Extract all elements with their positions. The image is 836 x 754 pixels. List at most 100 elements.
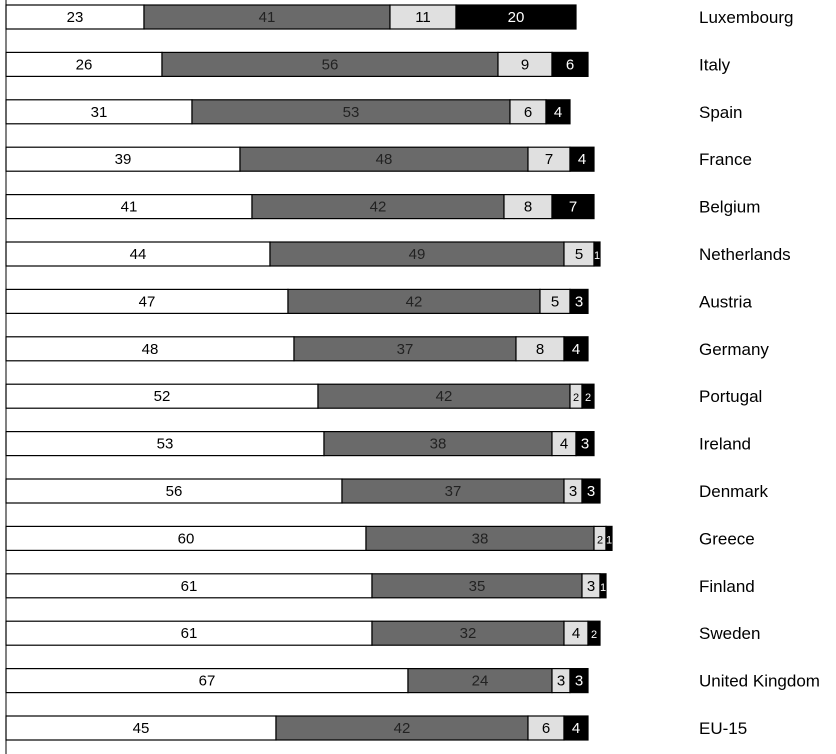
data-label-sweden-2: 32: [460, 625, 477, 642]
category-label-denmark: Denmark: [699, 482, 768, 501]
data-label-germany-3: 8: [536, 341, 544, 358]
bar-segment-belgium-2: [251, 194, 505, 220]
data-label-portugal-2: 42: [436, 388, 453, 405]
data-label-italy-3: 9: [521, 56, 529, 73]
bar-segment-united-kingdom-2: [407, 667, 553, 694]
data-label-finland-2: 35: [469, 578, 486, 595]
category-label-united-kingdom: United Kingdom: [699, 672, 820, 691]
data-label-united-kingdom-3: 3: [557, 673, 565, 690]
data-label-sweden-3: 4: [572, 625, 580, 642]
data-label-greece-1: 60: [178, 530, 195, 547]
data-label-austria-3: 5: [551, 293, 559, 310]
data-label-germany-1: 48: [142, 341, 159, 358]
data-label-italy-2: 56: [322, 56, 339, 73]
bar-segment-france-2: [239, 146, 529, 172]
bar-segment-germany-4: [563, 336, 589, 362]
data-label-austria-1: 47: [139, 293, 156, 310]
data-label-ireland-4: 3: [581, 436, 589, 453]
data-label-italy-4: 6: [566, 56, 574, 73]
category-label-greece: Greece: [699, 529, 755, 548]
data-label-belgium-1: 41: [121, 199, 138, 216]
bar-segment-netherlands-3: [563, 241, 595, 267]
data-label-portugal-3: 2: [573, 392, 579, 404]
data-label-eu-15-3: 6: [542, 720, 550, 737]
bar-segment-austria-4: [569, 288, 589, 314]
data-label-finland-4: 1: [600, 582, 606, 594]
bar-segment-denmark-4: [581, 478, 601, 504]
data-label-germany-2: 37: [397, 341, 414, 358]
data-label-france-2: 48: [376, 151, 393, 168]
data-label-luxembourg-2: 41: [259, 9, 276, 26]
data-label-greece-3: 2: [597, 534, 603, 546]
bar-segment-finland-1: [5, 573, 373, 599]
bar-segment-france-3: [527, 146, 571, 172]
category-label-belgium: Belgium: [699, 198, 760, 217]
data-label-belgium-3: 8: [524, 199, 532, 216]
data-label-ireland-3: 4: [560, 436, 568, 453]
bar-segment-luxembourg-2: [143, 4, 391, 30]
bar-segment-spain-1: [5, 99, 193, 125]
data-label-sweden-4: 2: [591, 629, 597, 641]
bar-segment-sweden-4: [587, 620, 601, 646]
bar-segment-finland-2: [371, 573, 583, 599]
bar-segment-portugal-4: [581, 383, 595, 409]
bar-segment-luxembourg-4: [455, 4, 577, 30]
data-label-france-3: 7: [545, 151, 553, 168]
data-label-united-kingdom-1: 67: [199, 673, 216, 690]
bar-segment-belgium-1: [5, 194, 253, 220]
bar-segment-greece-2: [365, 525, 595, 552]
bar-segment-portugal-1: [5, 383, 319, 409]
data-label-united-kingdom-4: 3: [575, 673, 583, 690]
data-label-greece-4: 1: [606, 534, 612, 546]
bar-segment-eu-15-1: [5, 715, 277, 741]
data-label-ireland-2: 38: [430, 436, 447, 453]
data-label-eu-15-1: 45: [133, 720, 150, 737]
bar-segment-austria-3: [539, 288, 571, 314]
data-label-netherlands-1: 44: [130, 246, 147, 263]
data-label-denmark-4: 3: [587, 483, 595, 500]
bar-segment-luxembourg-3: [389, 4, 457, 30]
bar-segment-austria-1: [5, 288, 289, 314]
data-label-portugal-1: 52: [154, 388, 171, 405]
category-label-eu-15: EU-15: [699, 719, 747, 738]
data-label-portugal-4: 2: [585, 392, 591, 404]
category-label-sweden: Sweden: [699, 624, 760, 643]
bar-segment-germany-1: [5, 336, 295, 362]
bar-segment-germany-3: [515, 336, 565, 362]
data-label-eu-15-2: 42: [394, 720, 411, 737]
category-label-netherlands: Netherlands: [699, 245, 791, 264]
data-label-france-4: 4: [578, 151, 586, 168]
category-label-spain: Spain: [699, 103, 742, 122]
bar-segment-spain-2: [191, 99, 511, 125]
data-label-belgium-2: 42: [370, 199, 387, 216]
bar-segment-ireland-3: [551, 431, 577, 457]
bar-segment-eu-15-4: [563, 715, 589, 741]
bar-segment-ireland-4: [575, 431, 595, 457]
category-label-finland: Finland: [699, 577, 755, 596]
data-label-belgium-4: 7: [569, 199, 577, 216]
category-label-luxembourg: Luxembourg: [699, 8, 794, 27]
data-label-luxembourg-3: 11: [415, 9, 431, 26]
bar-segment-belgium-3: [503, 194, 553, 220]
data-label-spain-2: 53: [343, 104, 360, 121]
data-label-spain-1: 31: [91, 104, 108, 121]
data-label-ireland-1: 53: [157, 436, 174, 453]
bar-segment-denmark-1: [5, 478, 343, 504]
data-label-france-1: 39: [115, 151, 132, 168]
category-label-italy: Italy: [699, 55, 731, 74]
bar-segment-sweden-1: [5, 620, 373, 646]
data-label-spain-4: 4: [554, 104, 562, 121]
data-label-germany-4: 4: [572, 341, 580, 358]
bar-segment-finland-4: [599, 573, 607, 599]
bar-segment-united-kingdom-4: [569, 667, 589, 694]
bar-segment-spain-3: [509, 99, 547, 125]
country-labels-group: Luxembourg Italy Spain France Belgium Netherl…: [699, 8, 820, 738]
data-label-denmark-1: 56: [166, 483, 183, 500]
bar-segment-italy-4: [551, 51, 589, 78]
data-label-finland-3: 3: [587, 578, 595, 595]
bar-segment-germany-2: [293, 336, 517, 362]
bar-segment-spain-4: [545, 99, 571, 125]
data-label-italy-1: 26: [76, 56, 93, 73]
bar-segment-austria-2: [287, 288, 541, 314]
